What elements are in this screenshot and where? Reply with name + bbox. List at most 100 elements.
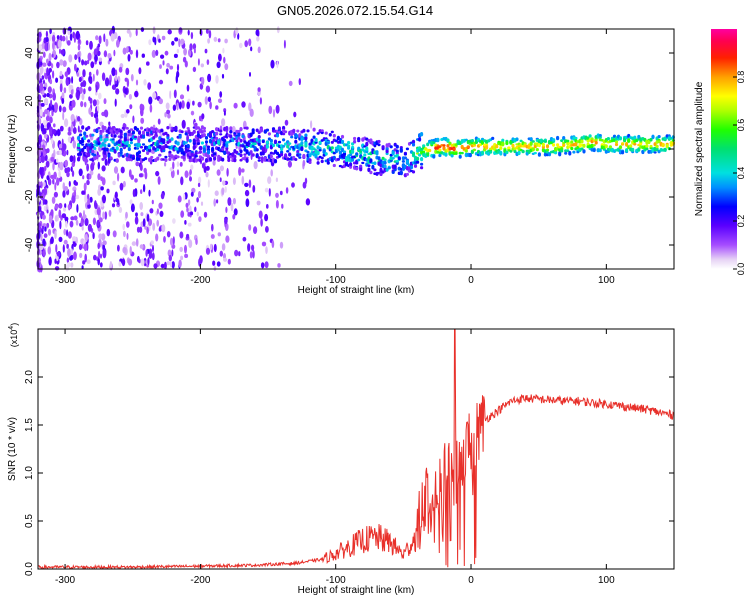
heatmap-cell <box>257 87 261 92</box>
heatmap-cell <box>184 130 188 133</box>
heatmap-cell <box>61 98 65 104</box>
heatmap-cell <box>119 147 123 153</box>
heatmap-cell <box>180 38 184 43</box>
heatmap-cell <box>227 158 231 162</box>
heatmap-cell <box>137 135 141 144</box>
heatmap-cell <box>141 130 146 135</box>
heatmap-cell <box>42 62 47 67</box>
heatmap-cell <box>332 163 336 168</box>
heatmap-cell <box>222 180 226 186</box>
heatmap-cell <box>190 164 194 170</box>
heatmap-cell <box>48 32 52 42</box>
heatmap-cell <box>164 162 167 167</box>
heatmap-cell <box>52 92 56 101</box>
heatmap-cell <box>144 170 148 180</box>
heatmap-cell <box>108 209 112 217</box>
heatmap-cell <box>139 244 144 249</box>
heatmap-cell <box>618 145 623 150</box>
heatmap-cell <box>237 132 241 137</box>
heatmap-cell <box>657 140 661 144</box>
heatmap-cell <box>103 109 109 118</box>
heatmap-cell <box>44 226 47 232</box>
heatmap-cell <box>81 265 84 270</box>
heatmap-cell <box>273 159 278 164</box>
heatmap-cell <box>239 138 243 143</box>
heatmap-cell <box>52 41 55 51</box>
heatmap-cell <box>87 52 92 61</box>
heatmap-cell <box>56 251 61 257</box>
heatmap-cell <box>197 101 202 108</box>
heatmap-cell <box>122 180 126 188</box>
heatmap-cell <box>257 159 261 162</box>
heatmap-cell <box>338 137 342 141</box>
heatmap-cell <box>189 43 193 51</box>
heatmap-cell <box>318 149 322 152</box>
heatmap-cell <box>225 146 229 151</box>
heatmap-cell <box>141 53 145 58</box>
heatmap-cell <box>373 168 377 172</box>
heatmap-cell <box>62 143 67 151</box>
heatmap-cell <box>175 74 178 84</box>
heatmap-cell <box>188 139 192 143</box>
heatmap-cell <box>202 147 206 152</box>
heatmap-cell <box>74 54 78 61</box>
spectrogram-heatmap <box>35 25 675 273</box>
heatmap-cell <box>79 133 83 137</box>
heatmap-cell <box>97 141 101 146</box>
heatmap-cell <box>71 99 76 108</box>
heatmap-cell <box>46 209 49 214</box>
heatmap-cell <box>190 110 195 116</box>
heatmap-cell <box>245 126 249 130</box>
heatmap-cell <box>194 206 197 213</box>
heatmap-cell <box>645 144 649 149</box>
heatmap-cell <box>249 251 253 259</box>
heatmap-cell <box>221 243 226 251</box>
heatmap-cell <box>117 172 120 182</box>
heatmap-cell <box>405 147 409 151</box>
heatmap-cell <box>347 146 351 150</box>
heatmap-cell <box>73 155 76 164</box>
heatmap-cell <box>286 144 290 149</box>
heatmap-cell <box>606 137 611 141</box>
heatmap-cell <box>316 157 320 161</box>
heatmap-cell <box>365 146 369 152</box>
heatmap-cell <box>277 263 281 268</box>
heatmap-cell <box>570 140 574 144</box>
heatmap-cell <box>257 46 261 54</box>
heatmap-cell <box>420 157 424 162</box>
heatmap-cell <box>507 146 511 150</box>
heatmap-cell <box>86 259 91 265</box>
heatmap-cell <box>170 137 174 141</box>
heatmap-cell <box>275 192 279 198</box>
heatmap-cell <box>324 152 328 156</box>
heatmap-cell <box>109 261 113 269</box>
heatmap-cell <box>119 132 123 136</box>
heatmap-cell <box>136 226 140 233</box>
heatmap-cell <box>81 225 84 231</box>
heatmap-cell <box>249 72 251 77</box>
heatmap-cell <box>468 153 472 157</box>
heatmap-cell <box>369 138 373 142</box>
heatmap-cell <box>232 177 236 185</box>
heatmap-cell <box>42 119 47 126</box>
heatmap-cell <box>572 150 576 154</box>
heatmap-cell <box>107 53 112 59</box>
heatmap-cell <box>533 151 537 155</box>
heatmap-cell <box>205 165 210 171</box>
heatmap-cell <box>342 150 347 153</box>
heatmap-cell <box>179 246 183 252</box>
heatmap-cell <box>67 30 71 36</box>
heatmap-cell <box>156 219 159 227</box>
heatmap-cell <box>110 33 115 42</box>
y-tick-label: 1.5 <box>24 418 35 432</box>
heatmap-cell <box>192 43 197 50</box>
heatmap-cell <box>202 126 206 130</box>
heatmap-cell <box>574 142 578 147</box>
heatmap-cell <box>217 98 223 104</box>
heatmap-cell <box>282 144 286 148</box>
heatmap-cell <box>627 139 631 143</box>
heatmap-cell <box>298 78 301 86</box>
heatmap-cell <box>38 257 41 263</box>
heatmap-cell <box>604 144 608 149</box>
heatmap-cell <box>268 188 271 197</box>
